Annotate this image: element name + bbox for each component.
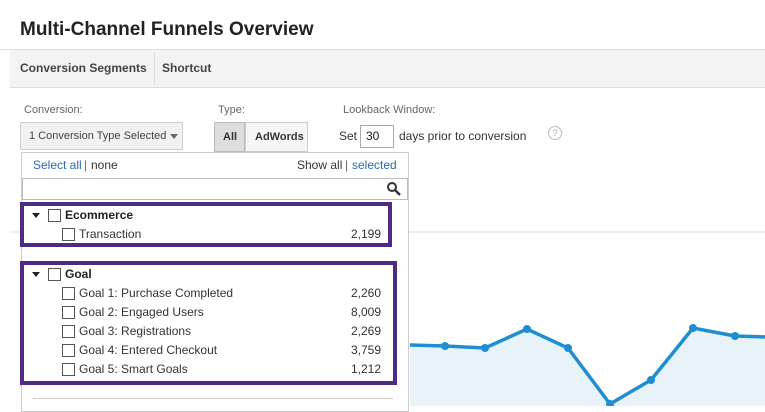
label: Lookback Window:: [343, 104, 436, 116]
button-text: All: [223, 131, 238, 143]
checkbox[interactable]: [62, 306, 75, 319]
conversion-dropdown[interactable]: [20, 122, 183, 150]
tab-bar: [10, 50, 765, 88]
checkbox[interactable]: [62, 363, 75, 376]
checkbox[interactable]: [62, 344, 75, 357]
label: Type:: [218, 104, 245, 116]
link[interactable]: Select all: [33, 158, 82, 172]
item-label: Goal 4: Entered Checkout: [79, 343, 218, 357]
dropdown-text: 1 Conversion Type Selected: [29, 130, 167, 142]
separator: |: [345, 158, 349, 172]
link[interactable]: selected: [352, 158, 397, 172]
separator: |: [84, 158, 88, 172]
item-label: Goal 1: Purchase Completed: [79, 286, 234, 300]
checkbox[interactable]: [62, 228, 75, 241]
type-button[interactable]: [245, 122, 308, 152]
item-label: Goal 2: Engaged Users: [79, 305, 204, 319]
checkbox[interactable]: [62, 287, 75, 300]
item-count: 3,759: [350, 343, 381, 357]
highlight-box: [20, 261, 397, 385]
checkbox[interactable]: [48, 209, 61, 222]
item-count: 2,260: [350, 286, 381, 300]
expand-arrow: [32, 272, 40, 277]
type-button[interactable]: [214, 122, 245, 152]
dropdown-arrow: [170, 134, 178, 139]
checkbox[interactable]: [62, 325, 75, 338]
item-label: Transaction: [79, 227, 142, 241]
item-label: Goal 5: Smart Goals: [79, 362, 188, 376]
tab[interactable]: Shortcut: [162, 61, 212, 75]
header: [0, 0, 765, 50]
lookback-input[interactable]: [360, 125, 394, 148]
search-icon: [387, 182, 401, 196]
link[interactable]: Show all: [297, 158, 343, 172]
item-count: 2,199: [350, 227, 381, 241]
item-count: 8,009: [350, 305, 381, 319]
group-name: Ecommerce: [65, 208, 134, 222]
label: Set: [339, 129, 358, 143]
button-text: AdWords: [255, 131, 304, 143]
expand-arrow: [32, 213, 40, 218]
help-icon[interactable]: ?: [548, 126, 562, 140]
label: days prior to conversion: [399, 129, 527, 143]
checkbox[interactable]: [48, 268, 61, 281]
tab-separator: [154, 52, 155, 85]
item-label: Goal 3: Registrations: [79, 324, 192, 338]
item-count: 1,212: [350, 362, 381, 376]
tab[interactable]: Conversion Segments: [20, 61, 147, 75]
search-box[interactable]: [22, 178, 408, 200]
dropdown-panel: [21, 152, 409, 412]
page-title: Multi-Channel Funnels Overview: [20, 19, 314, 40]
input-value: 30: [366, 129, 380, 143]
highlight-box: [20, 202, 392, 247]
divider: [33, 398, 393, 399]
item-count: 2,269: [350, 324, 381, 338]
group-name: Goal: [65, 267, 92, 281]
link[interactable]: none: [91, 158, 118, 172]
label: Conversion:: [24, 104, 83, 116]
